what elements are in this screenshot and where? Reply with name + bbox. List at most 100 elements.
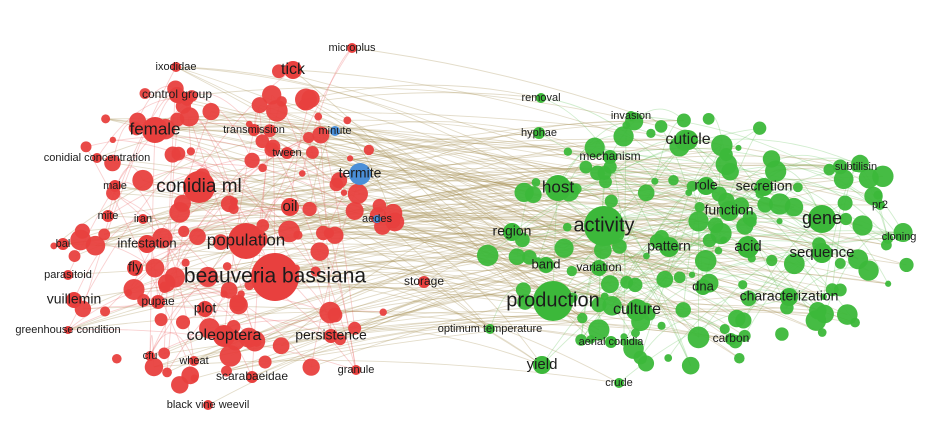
- node-circle: [186, 147, 195, 156]
- edge: [305, 99, 513, 233]
- node-circle: [326, 226, 344, 244]
- node-circle: [584, 206, 624, 246]
- node-circle: [298, 170, 306, 177]
- node-circle: [613, 126, 634, 147]
- edge: [175, 66, 577, 190]
- node-circle: [833, 169, 854, 190]
- node-circle: [244, 280, 255, 291]
- node-circle: [129, 112, 147, 130]
- edge: [149, 287, 225, 357]
- node-circle: [517, 294, 533, 310]
- edge: [728, 157, 861, 212]
- edge: [609, 156, 821, 253]
- node-circle: [418, 276, 430, 288]
- edge: [149, 332, 195, 362]
- edge: [183, 162, 857, 232]
- node-circle: [719, 324, 730, 335]
- node-circle: [92, 153, 102, 163]
- node-circle: [858, 168, 879, 189]
- node-circle: [132, 169, 154, 191]
- edge: [253, 129, 745, 337]
- edge: [103, 88, 176, 235]
- node-label: granule: [338, 364, 375, 376]
- node-label: male: [103, 180, 127, 192]
- node-label: infestation: [117, 235, 176, 250]
- edge: [376, 208, 719, 252]
- node-circle: [271, 64, 286, 79]
- node-label: culture: [613, 301, 661, 318]
- edge: [107, 215, 824, 298]
- edge: [191, 95, 253, 161]
- edge: [162, 226, 907, 266]
- edge: [308, 137, 530, 258]
- node-circle: [626, 111, 636, 121]
- node-circle: [324, 329, 338, 343]
- node-label: wheat: [178, 355, 208, 367]
- edge: [529, 256, 824, 298]
- edge: [128, 285, 554, 302]
- edge: [172, 154, 316, 272]
- node-circle: [228, 203, 239, 215]
- node-circle: [139, 88, 151, 99]
- edge: [226, 307, 787, 372]
- node-circle: [605, 336, 617, 348]
- node-circle: [805, 310, 827, 331]
- node-circle: [622, 121, 631, 130]
- node-circle: [899, 257, 914, 273]
- node-circle: [130, 124, 143, 136]
- node-circle: [646, 128, 656, 139]
- node-circle: [694, 250, 717, 272]
- edge: [112, 139, 299, 236]
- node-circle: [111, 353, 122, 364]
- node-circle: [885, 280, 892, 287]
- node-circle: [330, 126, 340, 136]
- node-label: removal: [521, 92, 560, 104]
- node-circle: [197, 301, 213, 317]
- node-label: control group: [142, 87, 212, 101]
- node-circle: [347, 183, 368, 204]
- edge: [393, 200, 716, 226]
- node-circle: [591, 297, 607, 313]
- edge: [149, 129, 156, 357]
- node-circle: [101, 114, 111, 124]
- node-label: pr2: [872, 199, 888, 211]
- node-circle: [832, 159, 848, 175]
- node-circle: [170, 112, 185, 127]
- node-label: mechanism: [579, 149, 640, 163]
- edge: [516, 237, 752, 259]
- node-circle: [686, 180, 698, 192]
- node-circle: [834, 257, 846, 269]
- node-circle: [57, 238, 69, 250]
- node-circle: [266, 99, 288, 122]
- node-circle: [312, 126, 330, 144]
- edge: [235, 327, 543, 366]
- node-circle: [138, 235, 156, 253]
- edge: [288, 120, 635, 232]
- edge: [537, 242, 628, 283]
- edge: [350, 157, 627, 283]
- node-circle: [162, 367, 172, 378]
- node-circle: [633, 350, 648, 365]
- node-circle: [597, 166, 612, 180]
- node-circle: [627, 277, 643, 293]
- node-circle: [591, 260, 607, 276]
- node-circle: [476, 244, 499, 267]
- node-circle: [301, 89, 320, 108]
- node-circle: [281, 198, 299, 216]
- edge: [292, 69, 526, 303]
- node-label: population: [207, 230, 285, 249]
- node-circle: [262, 85, 282, 105]
- edge: [245, 154, 611, 242]
- edge: [318, 116, 583, 319]
- node-label: subtilisin: [835, 161, 877, 173]
- node-circle: [202, 103, 220, 121]
- node-circle: [765, 160, 787, 182]
- node-circle: [190, 374, 199, 383]
- node-label: cuticle: [665, 131, 710, 148]
- edge: [154, 125, 554, 192]
- node-circle: [776, 218, 783, 225]
- edge: [85, 146, 195, 379]
- node-circle: [246, 371, 258, 383]
- edge: [289, 173, 534, 208]
- node-circle: [145, 258, 165, 278]
